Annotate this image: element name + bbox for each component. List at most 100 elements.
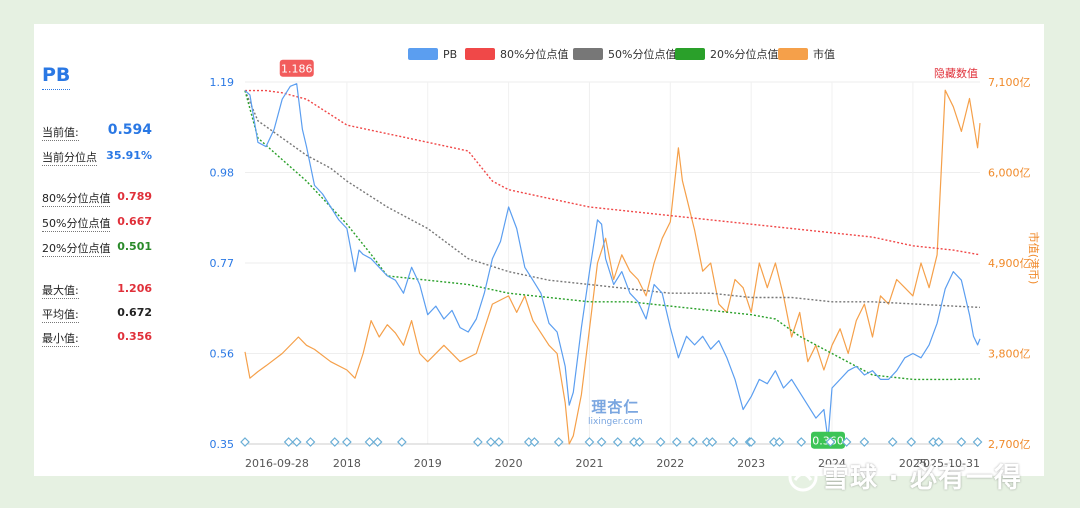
stat-current: 当前值: 0.594 (42, 122, 152, 141)
x-tick-label: 2023 (737, 457, 765, 470)
event-diamond-icon (494, 437, 504, 447)
event-diamond-icon (825, 437, 836, 447)
legend-label-p80: 80%分位点值 (500, 47, 568, 61)
event-diamond-icon (240, 437, 250, 447)
x-tick-label: 2016-09-28 (245, 457, 309, 470)
event-diamond-icon (342, 437, 352, 447)
snowball-watermark-text: 雪球 · 必有一得 (822, 463, 1023, 494)
event-diamond-icon (291, 437, 302, 447)
event-diamond-icon (671, 437, 682, 447)
legend-swatch-p80 (465, 48, 495, 60)
event-diamond-icon (485, 437, 496, 447)
event-diamond-icon (584, 437, 595, 447)
stat-avg-value: 0.672 (117, 306, 152, 319)
stat-p50-value: 0.667 (117, 215, 152, 228)
event-diamond-icon (596, 437, 607, 447)
y-right-axis-label: 市值(港币) (1027, 232, 1041, 285)
stat-max: 最大值: 1.206 (42, 282, 152, 299)
event-diamond-icon (841, 437, 852, 447)
stat-min-value: 0.356 (117, 330, 152, 343)
snowball-logo-icon (788, 462, 818, 492)
stat-p80-value: 0.789 (117, 190, 152, 203)
stat-max-label: 最大值: (42, 284, 79, 299)
lixinger-watermark-url: lixinger.com (588, 417, 643, 427)
stat-percentile-label: 当前分位点 (42, 151, 97, 166)
lixinger-watermark: 理杏仁 lixinger.com (588, 396, 643, 427)
event-diamond-icon (634, 437, 645, 447)
event-diamond-icon (972, 437, 983, 447)
stat-p20: 20%分位点值 0.501 (42, 240, 152, 257)
event-diamond-icon (707, 437, 718, 447)
stat-percentile-value: 35.91% (106, 149, 152, 162)
event-diamond-icon (529, 437, 540, 447)
stat-max-value: 1.206 (117, 282, 152, 295)
y-left-tick-label: 0.56 (210, 348, 235, 361)
event-diamond-icon (397, 437, 407, 447)
stat-p80: 80%分位点值 0.789 (42, 190, 152, 207)
lixinger-watermark-cn: 理杏仁 (591, 398, 640, 416)
x-tick-label: 2018 (333, 457, 361, 470)
sidebar-title: PB (42, 64, 71, 90)
event-diamond-icon (906, 437, 917, 447)
event-diamond-icon (612, 437, 623, 447)
event-diamond-icon (746, 437, 757, 447)
y-left-tick-label: 0.77 (210, 257, 235, 270)
legend-swatch-market-value (778, 48, 808, 60)
hidden-value-note: 隐藏数值 (934, 67, 978, 80)
event-diamond-icon (364, 437, 375, 447)
x-tick-label: 2021 (575, 457, 603, 470)
y-right-tick-label: 4,900亿 (988, 257, 1031, 270)
annotation-badge (279, 59, 314, 77)
stat-avg-label: 平均值: (42, 308, 79, 323)
legend-swatch-pb (408, 48, 438, 60)
stat-p50: 50%分位点值 0.667 (42, 215, 152, 232)
event-diamond-icon (473, 437, 483, 447)
series-line-market-value (244, 89, 981, 445)
event-diamond-icon (305, 437, 316, 447)
event-diamond-icon (372, 437, 383, 447)
legend-label-p20: 20%分位点值 (710, 47, 778, 61)
y-left-tick-label: 0.98 (210, 167, 235, 180)
legend-swatch-p20 (675, 48, 705, 60)
legend-label-market-value: 市值 (813, 47, 835, 61)
legend-label-p50: 50%分位点值 (608, 47, 676, 61)
stat-p80-label: 80%分位点值 (42, 192, 111, 207)
y-right-tick-label: 2,700亿 (988, 438, 1031, 451)
series-line-p50 (244, 90, 981, 309)
x-tick-label: 2022 (656, 457, 684, 470)
event-diamond-icon (688, 437, 698, 447)
y-right-tick-label: 6,000亿 (988, 167, 1031, 180)
stat-current-label: 当前值: (42, 126, 79, 141)
event-diamond-icon (956, 437, 967, 447)
x-tick-label: 2025 (899, 457, 927, 470)
event-diamond-icon (774, 437, 785, 447)
series-line-p80 (245, 89, 981, 256)
stat-p50-label: 50%分位点值 (42, 217, 111, 232)
event-diamond-icon (796, 437, 807, 447)
stat-current-value: 0.594 (107, 122, 152, 138)
stat-p20-value: 0.501 (117, 240, 152, 253)
event-diamond-icon (655, 437, 666, 447)
legend-label-pb: PB (443, 48, 457, 61)
annotation-label: 1.186 (281, 63, 313, 76)
snowball-watermark: 雪球 · 必有一得 (788, 456, 1022, 495)
y-left-tick-label: 0.35 (210, 438, 235, 451)
stat-min-label: 最小值: (42, 332, 79, 347)
y-left-tick-label: 1.19 (210, 76, 235, 89)
event-diamond-icon (329, 437, 340, 447)
y-right-tick-label: 3,800亿 (988, 348, 1031, 361)
stat-p20-label: 20%分位点值 (42, 242, 111, 257)
x-tick-label: 2024 (818, 457, 846, 470)
event-diamond-icon (859, 437, 870, 447)
event-diamond-icon (887, 437, 898, 447)
event-diamond-icon (728, 437, 739, 447)
event-diamond-icon (553, 437, 564, 447)
stat-percentile: 当前分位点 35.91% (42, 149, 152, 166)
legend-swatch-p50 (573, 48, 603, 60)
x-tick-label: 2020 (495, 457, 523, 470)
event-diamond-icon (283, 437, 294, 447)
series-line-p20 (244, 90, 981, 381)
stat-min: 最小值: 0.356 (42, 330, 152, 347)
y-right-tick-label: 7,100亿 (988, 76, 1031, 89)
